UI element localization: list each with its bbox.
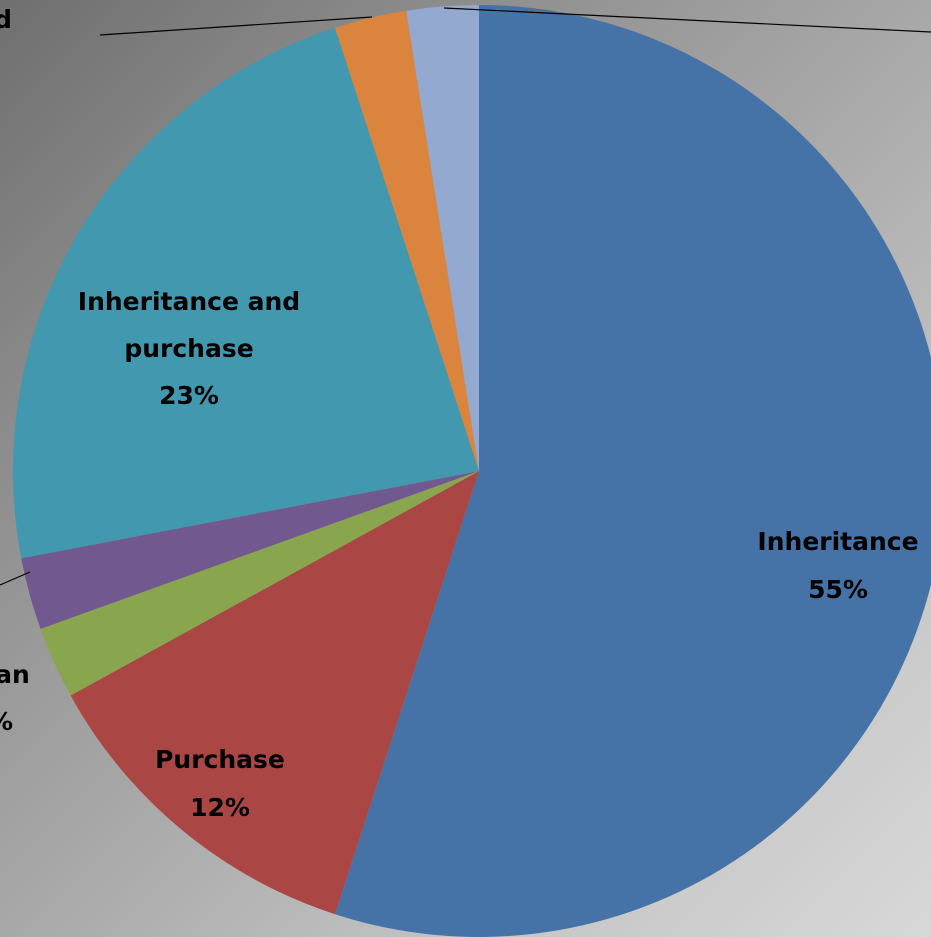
pie-slice-inheritance-and-purchase — [12, 27, 479, 559]
pie-slice-inheritance — [335, 5, 931, 937]
cropped-label-top-left: d — [0, 5, 12, 34]
leader-lines — [0, 7, 931, 586]
slice-label-inheritance: Inheritance — [757, 527, 918, 556]
leader-line-top-left — [99, 16, 373, 36]
cropped-label-left-2: % — [0, 707, 13, 736]
cropped-label-left-1: oan — [0, 660, 30, 689]
slice-label-inheritance-and-purchase-line1: Inheritance and — [78, 287, 300, 316]
pie-slice-unlabeled-5 — [335, 10, 479, 472]
pie-slice-unlabeled-2 — [40, 471, 480, 696]
slice-label-inheritance-and-purchase-line2: purchase — [124, 334, 253, 363]
pie-slice-unlabeled-3 — [21, 471, 479, 629]
pie-slice-unlabeled-6 — [406, 5, 479, 471]
leader-line-top-right — [443, 7, 931, 33]
slice-label-purchase: Purchase — [155, 745, 285, 774]
slice-percent-purchase: 12% — [190, 793, 250, 822]
slice-percent-inheritance: 55% — [808, 575, 868, 604]
pie-slice-purchase — [70, 471, 479, 915]
pie-slices — [12, 5, 931, 937]
slice-percent-inheritance-and-purchase: 23% — [159, 381, 219, 410]
leader-line-left — [0, 571, 31, 586]
